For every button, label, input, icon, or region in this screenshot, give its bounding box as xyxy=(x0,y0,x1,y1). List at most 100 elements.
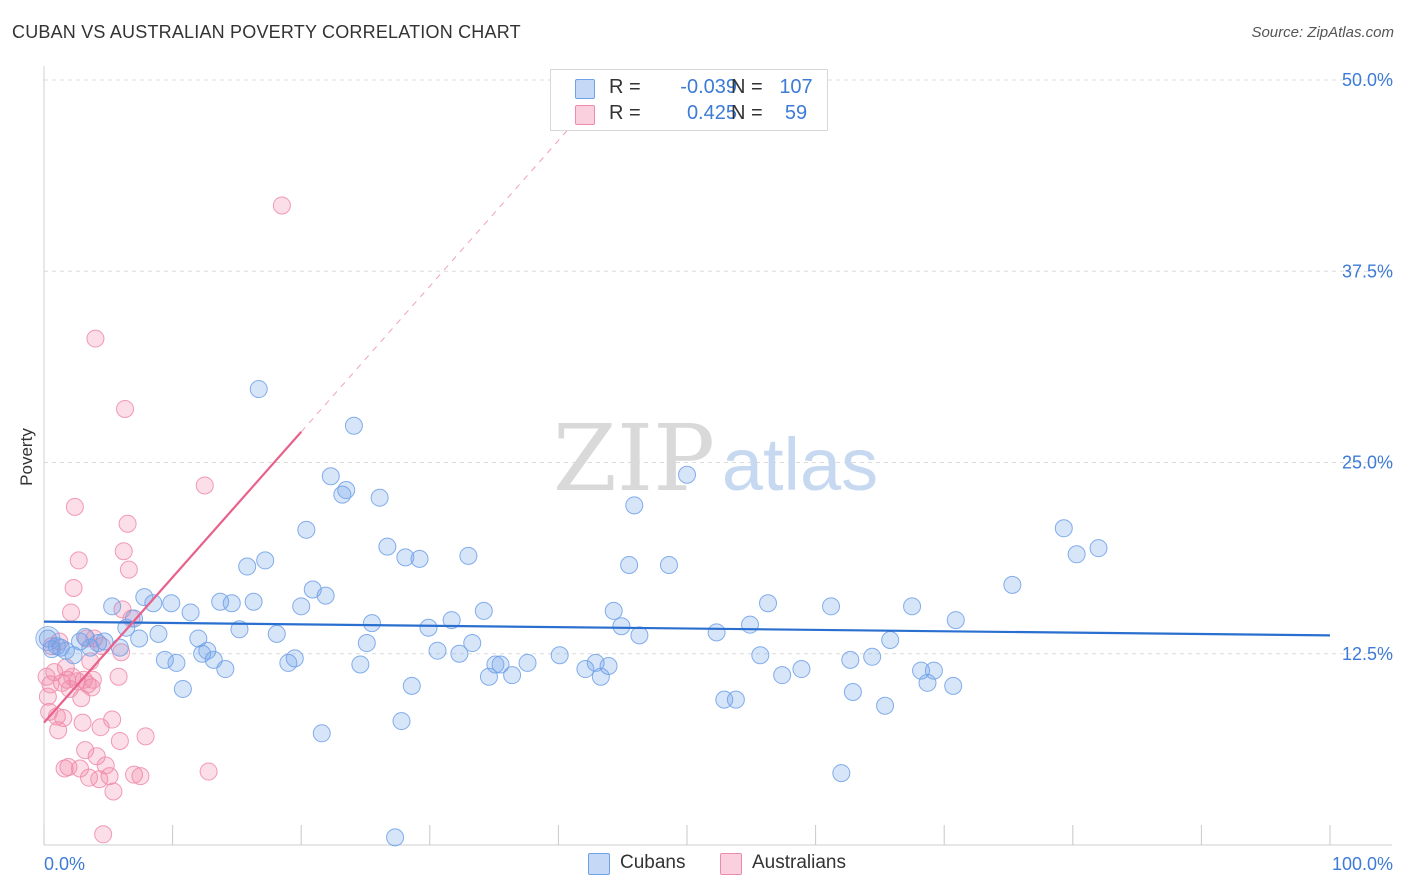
cubans-point xyxy=(292,597,311,616)
cubans-point xyxy=(503,666,522,685)
cubans-point xyxy=(707,623,726,642)
cubans-point xyxy=(419,618,438,637)
australians-point xyxy=(65,497,84,516)
australians-swatch xyxy=(575,105,595,125)
cubans-point xyxy=(181,603,200,622)
cubans-point xyxy=(459,546,478,565)
watermark: ZIP atlas xyxy=(553,405,878,512)
cubans-point xyxy=(1003,575,1022,594)
australians-legend-swatch xyxy=(720,853,742,875)
cubans-point xyxy=(392,712,411,731)
cubans-point xyxy=(95,632,114,651)
cubans-point xyxy=(297,520,316,539)
cubans-point xyxy=(550,646,569,665)
australians-point xyxy=(94,825,113,844)
cubans-point xyxy=(173,679,192,698)
cubans-point xyxy=(285,649,304,668)
cubans-point xyxy=(410,549,429,568)
cubans-point xyxy=(357,634,376,653)
cubans-point xyxy=(396,548,415,567)
gridlines xyxy=(44,79,1392,655)
cubans-point xyxy=(144,594,163,613)
australians-point xyxy=(109,667,128,686)
y-tick-label: 50.0% xyxy=(1342,70,1393,90)
cubans-point xyxy=(428,641,447,660)
cubans-point xyxy=(630,626,649,645)
cubans-point xyxy=(863,647,882,666)
cubans-point xyxy=(625,496,644,515)
cubans-point xyxy=(726,690,745,709)
australians-point xyxy=(195,476,214,495)
y-tick-label: 37.5% xyxy=(1342,261,1393,281)
cubans-point xyxy=(881,630,900,649)
cubans-point xyxy=(903,597,922,616)
cubans-point xyxy=(378,537,397,556)
australians-point xyxy=(41,675,60,694)
australians-point xyxy=(64,578,83,597)
australians-point xyxy=(83,670,102,689)
cubans-point xyxy=(463,634,482,653)
australians-point xyxy=(62,603,81,622)
cubans-point xyxy=(256,551,275,570)
cubans-swatch xyxy=(575,79,595,99)
cubans-point xyxy=(659,556,678,575)
y-tick-label: 12.5% xyxy=(1342,644,1393,664)
r-label: R = xyxy=(609,76,641,98)
cubans-point xyxy=(89,634,108,653)
australians-trendline-extension xyxy=(300,125,572,433)
cubans-point xyxy=(244,592,263,611)
australians-point xyxy=(272,196,291,215)
australians-point xyxy=(76,741,95,760)
cubans-point xyxy=(843,683,862,701)
cubans-legend-swatch xyxy=(588,853,610,875)
cubans-point xyxy=(230,620,249,639)
cubans-point xyxy=(351,655,370,674)
cubans-point xyxy=(316,586,335,605)
cubans-point xyxy=(924,661,943,680)
cubans-point xyxy=(238,557,257,576)
cubans-point xyxy=(370,488,389,507)
cubans-point xyxy=(167,653,186,672)
cubans-point xyxy=(337,481,356,500)
cubans-trendline xyxy=(43,620,1331,637)
x-tick-label: 0.0% xyxy=(44,854,85,874)
cubans-point xyxy=(773,666,792,685)
axes xyxy=(43,66,1392,846)
n-value: 107 xyxy=(779,76,813,98)
australians-point xyxy=(114,542,133,561)
cubans-point xyxy=(130,629,149,648)
australians-point xyxy=(82,678,101,697)
australians-point xyxy=(110,731,129,750)
cubans-point xyxy=(1067,545,1086,564)
cubans-point xyxy=(792,660,811,679)
cubans-point xyxy=(759,594,778,613)
cubans-point xyxy=(944,676,963,695)
cubans-point xyxy=(110,638,129,657)
cubans-point xyxy=(841,650,860,669)
cubans-point xyxy=(486,655,505,674)
cubans-point xyxy=(678,465,696,484)
australians-point xyxy=(87,747,106,766)
chart-title: CUBAN VS AUSTRALIAN POVERTY CORRELATION … xyxy=(12,22,521,42)
cubans-point xyxy=(249,380,268,399)
correlation-legend: R = -0.039 N = 107 R = 0.425 N = 59 xyxy=(550,69,828,131)
cubans-point xyxy=(491,655,510,674)
australians-legend-label: Australians xyxy=(752,852,846,873)
n-label: N = xyxy=(731,76,763,98)
australians-point xyxy=(69,551,88,570)
australians-point xyxy=(118,514,137,533)
australians-point xyxy=(86,329,105,348)
n-label: N = xyxy=(731,102,763,124)
r-label: R = xyxy=(609,102,641,124)
cubans-point xyxy=(751,646,770,665)
australians-point xyxy=(136,727,155,746)
australians-point xyxy=(59,757,78,776)
cubans-point xyxy=(198,641,217,660)
australians-point xyxy=(104,782,123,801)
cubans-point xyxy=(402,676,421,695)
tick-labels: 12.5% 25.0% 37.5% 50.0% 0.0% 100.0% xyxy=(44,70,1393,874)
cubans-point xyxy=(312,724,331,743)
cubans-point xyxy=(344,416,363,435)
australians-point xyxy=(119,560,138,579)
australians-point xyxy=(116,399,135,418)
